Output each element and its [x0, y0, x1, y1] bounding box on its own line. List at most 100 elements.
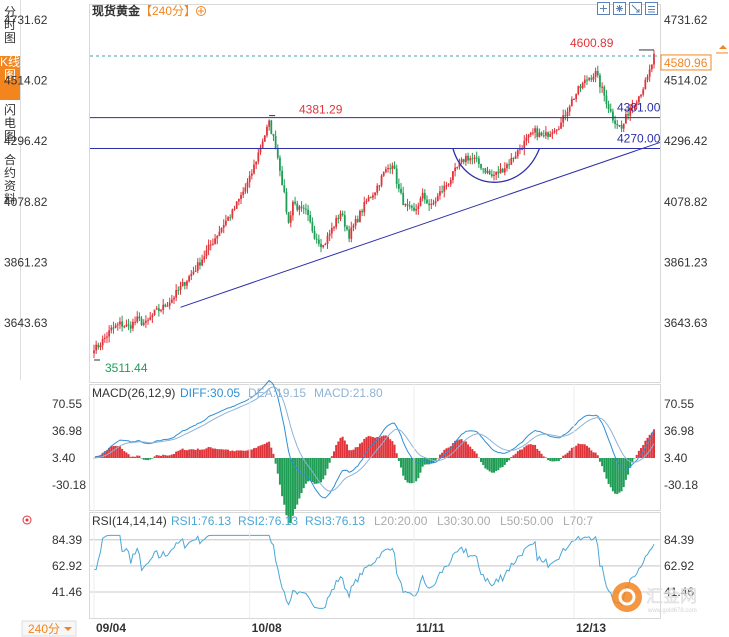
- macd-histogram-bar: [499, 457, 502, 468]
- candle-body: [609, 109, 612, 112]
- candle-body: [196, 262, 199, 271]
- candle-body: [216, 235, 219, 239]
- tab-flash[interactable]: 闪电图: [3, 103, 16, 143]
- macd-histogram-bar: [577, 443, 580, 458]
- macd-histogram-bar: [594, 452, 597, 458]
- candle-body: [127, 324, 130, 326]
- macd-histogram-bar: [268, 441, 271, 458]
- rsi-settings-icon[interactable]: [22, 515, 32, 525]
- macd-histogram-bar: [272, 453, 275, 458]
- candle-body: [313, 231, 316, 239]
- period-button[interactable]: 240分: [21, 620, 77, 637]
- macd-histogram-bar: [179, 449, 182, 458]
- candle-body: [103, 337, 106, 339]
- macd-histogram-bar: [454, 440, 457, 458]
- macd-legend: MACD(26,12,9) DIFF:30.05 DEA:19.15 MACD:…: [92, 386, 383, 400]
- macd-histogram-bar: [421, 457, 424, 467]
- tab-timeshare[interactable]: 分时图: [3, 5, 16, 45]
- candle-body: [376, 185, 379, 193]
- candle-body: [93, 350, 95, 354]
- watermark-logo: 汇金网 www.gold678.com: [612, 582, 697, 614]
- ascending-trendline[interactable]: [180, 141, 661, 308]
- macd-histogram-bar: [356, 447, 359, 458]
- watermark-text: 汇金网: [646, 586, 697, 606]
- macd-histogram-bar: [168, 455, 171, 458]
- macd-histogram-bar: [514, 453, 517, 458]
- cup-pattern-arc[interactable]: [452, 148, 541, 183]
- tab-kline[interactable]: K线图: [0, 56, 20, 100]
- fullscreen-icon[interactable]: [629, 2, 642, 15]
- candle-body: [108, 330, 111, 337]
- candle-body: [601, 86, 604, 88]
- macd-histogram-bar: [482, 457, 485, 466]
- candle-body: [205, 250, 208, 257]
- macd-tick-right: 3.40: [664, 451, 688, 465]
- candle-body: [579, 86, 582, 88]
- candle-body: [493, 174, 495, 176]
- candle-body: [348, 229, 351, 239]
- macd-histogram-bar: [149, 457, 152, 460]
- candle-body: [374, 192, 376, 196]
- candle-body: [294, 201, 296, 204]
- macd-histogram-bar: [209, 447, 212, 458]
- candle-body: [121, 321, 124, 327]
- macd-histogram-bar: [289, 457, 292, 524]
- macd-histogram-bar: [443, 449, 446, 458]
- macd-histogram-bar: [592, 452, 595, 458]
- candle-body: [162, 304, 165, 310]
- macd-histogram-bar: [97, 455, 100, 458]
- macd-histogram-bar: [101, 452, 104, 458]
- macd-histogram-bar: [598, 457, 601, 462]
- macd-histogram-bar: [166, 455, 169, 458]
- tab-contract-info[interactable]: 合约资料: [3, 153, 16, 206]
- candle-body: [551, 132, 554, 134]
- macd-histogram-bar: [653, 429, 655, 458]
- macd-histogram-bar: [434, 457, 437, 462]
- macd-histogram-bar: [380, 436, 383, 458]
- rsi-legend-l50: L50:50.00: [500, 514, 554, 528]
- candle-body: [586, 79, 588, 81]
- rsi-tick-right: 84.39: [664, 533, 694, 547]
- macd-histogram-bar: [605, 457, 608, 479]
- expand-icon[interactable]: [597, 2, 610, 15]
- candle-body: [555, 129, 558, 131]
- rsi-tick-right: 41.46: [664, 585, 694, 599]
- macd-histogram-bar: [419, 457, 422, 473]
- candle-body: [644, 79, 647, 90]
- macd-histogram-bar: [278, 457, 281, 485]
- candle-body: [514, 156, 517, 159]
- macd-histogram-bar: [557, 457, 560, 461]
- macd-histogram-bar: [354, 447, 357, 458]
- time-tick: 11/11: [416, 621, 445, 635]
- candle-body: [523, 140, 526, 150]
- period-toggle-icon[interactable]: [196, 6, 206, 16]
- candle-body: [244, 187, 247, 192]
- candle-body: [423, 192, 426, 200]
- price-axis: 4731.62 4731.62 4514.02 4514.02 4296.42 4296.…: [4, 13, 708, 330]
- macd-histogram-bar: [162, 454, 165, 458]
- candle-body: [250, 173, 253, 176]
- macd-histogram-bar: [542, 456, 545, 458]
- macd-histogram-bar: [508, 457, 511, 461]
- candle-body: [471, 158, 474, 160]
- candle-body: [214, 238, 216, 244]
- grid-icon[interactable]: [645, 2, 658, 15]
- macd-histogram-bar: [220, 449, 223, 458]
- candle-body: [540, 132, 543, 136]
- rsi-legend-title: RSI(14,14,14): [92, 514, 167, 528]
- candle-body: [361, 210, 364, 213]
- candle-body: [231, 209, 234, 218]
- candle-body: [110, 327, 113, 331]
- macd-histogram-bar: [518, 449, 521, 458]
- crosshair-icon[interactable]: [613, 2, 626, 15]
- peak-label: 4381.29: [299, 103, 343, 117]
- rsi-tick-right: 62.92: [664, 559, 694, 573]
- macd-histogram-bar: [384, 435, 387, 458]
- macd-histogram-bar: [224, 449, 227, 458]
- candle-body: [378, 185, 381, 187]
- candle-body: [183, 282, 186, 286]
- macd-histogram-bar: [105, 450, 108, 458]
- candle-body: [296, 203, 299, 210]
- candle-body: [549, 133, 552, 137]
